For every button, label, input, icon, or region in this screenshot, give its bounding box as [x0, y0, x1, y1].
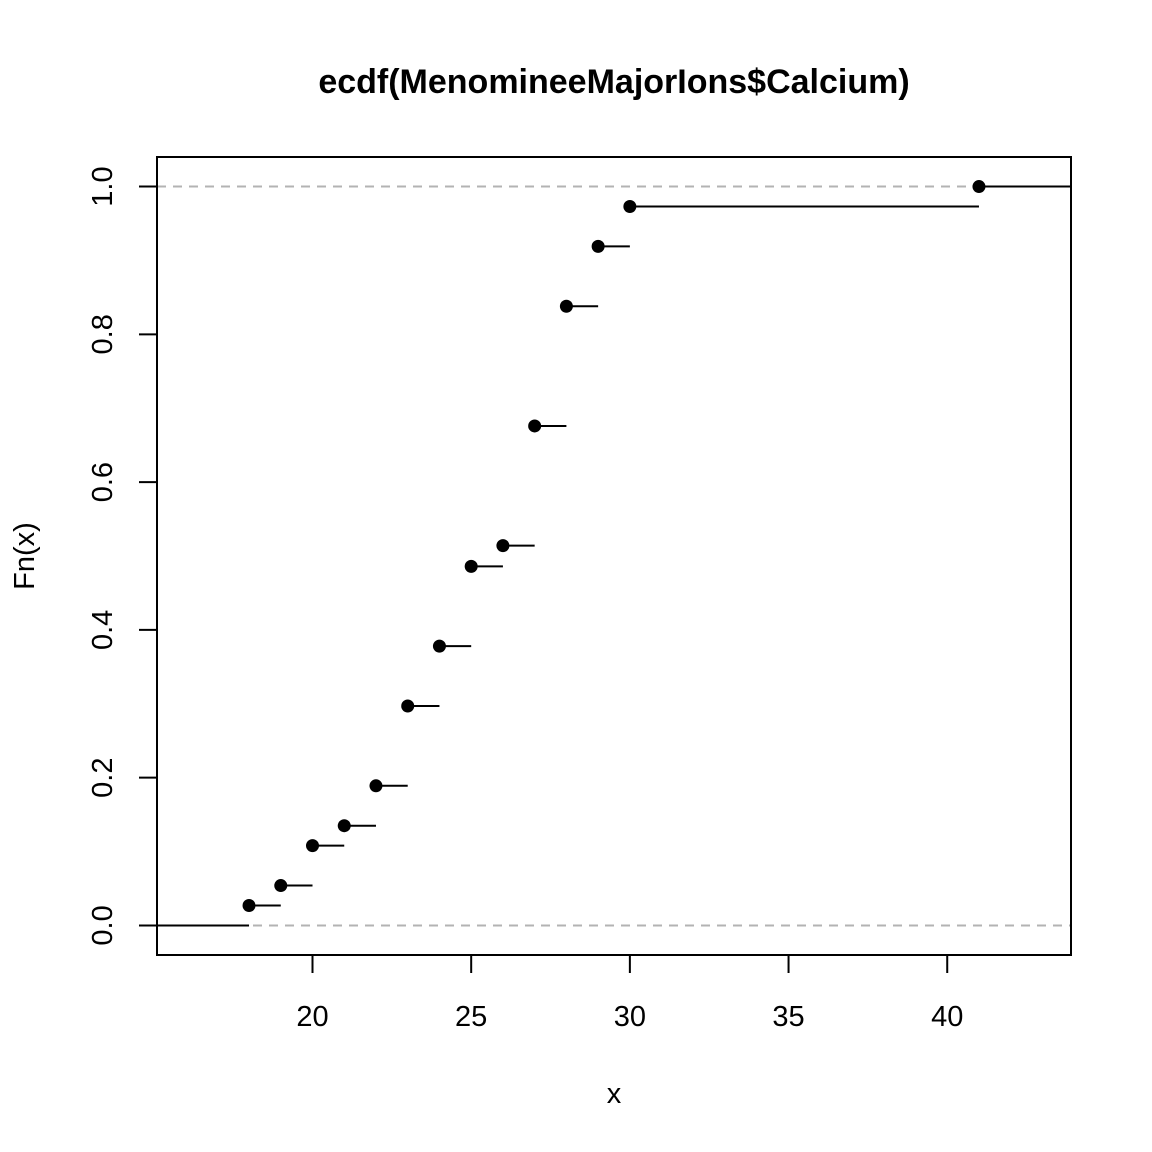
x-tick-label: 35 [772, 1001, 804, 1033]
step-segments [157, 185, 1071, 927]
y-tick-label: 0.2 [87, 758, 119, 798]
y-tick-label: 0.0 [87, 905, 119, 945]
data-point [401, 699, 415, 713]
data-point [623, 200, 637, 214]
data-point [464, 559, 478, 573]
data-point [337, 819, 351, 833]
y-tick-label: 1.0 [87, 166, 119, 206]
y-tick-label: 0.8 [87, 314, 119, 354]
x-tick-label: 20 [296, 1001, 328, 1033]
chart-title: ecdf(MenomineeMajorIons$Calcium) [318, 63, 909, 101]
y-tick-label: 0.4 [87, 610, 119, 650]
y-axis: 0.0 0.2 0.4 0.6 0.8 1.0 [87, 166, 158, 946]
data-point [369, 779, 383, 793]
data-point [496, 539, 510, 553]
data-point [274, 879, 288, 893]
x-tick-label: 30 [614, 1001, 646, 1033]
reference-lines [157, 185, 1071, 927]
y-tick-label: 0.6 [87, 462, 119, 502]
data-points [242, 180, 986, 912]
data-point [559, 299, 573, 313]
plot-frame [156, 156, 1072, 956]
x-axis: 20 25 30 35 40 [296, 954, 963, 1033]
x-tick-label: 25 [455, 1001, 487, 1033]
data-point [528, 419, 542, 433]
data-point [306, 839, 320, 853]
data-point [972, 180, 986, 194]
x-tick-label: 40 [931, 1001, 963, 1033]
data-point [432, 639, 446, 653]
x-axis-label: x [607, 1078, 622, 1110]
data-point [242, 898, 256, 912]
data-point [591, 239, 605, 253]
y-axis-label: Fn(x) [9, 522, 41, 590]
